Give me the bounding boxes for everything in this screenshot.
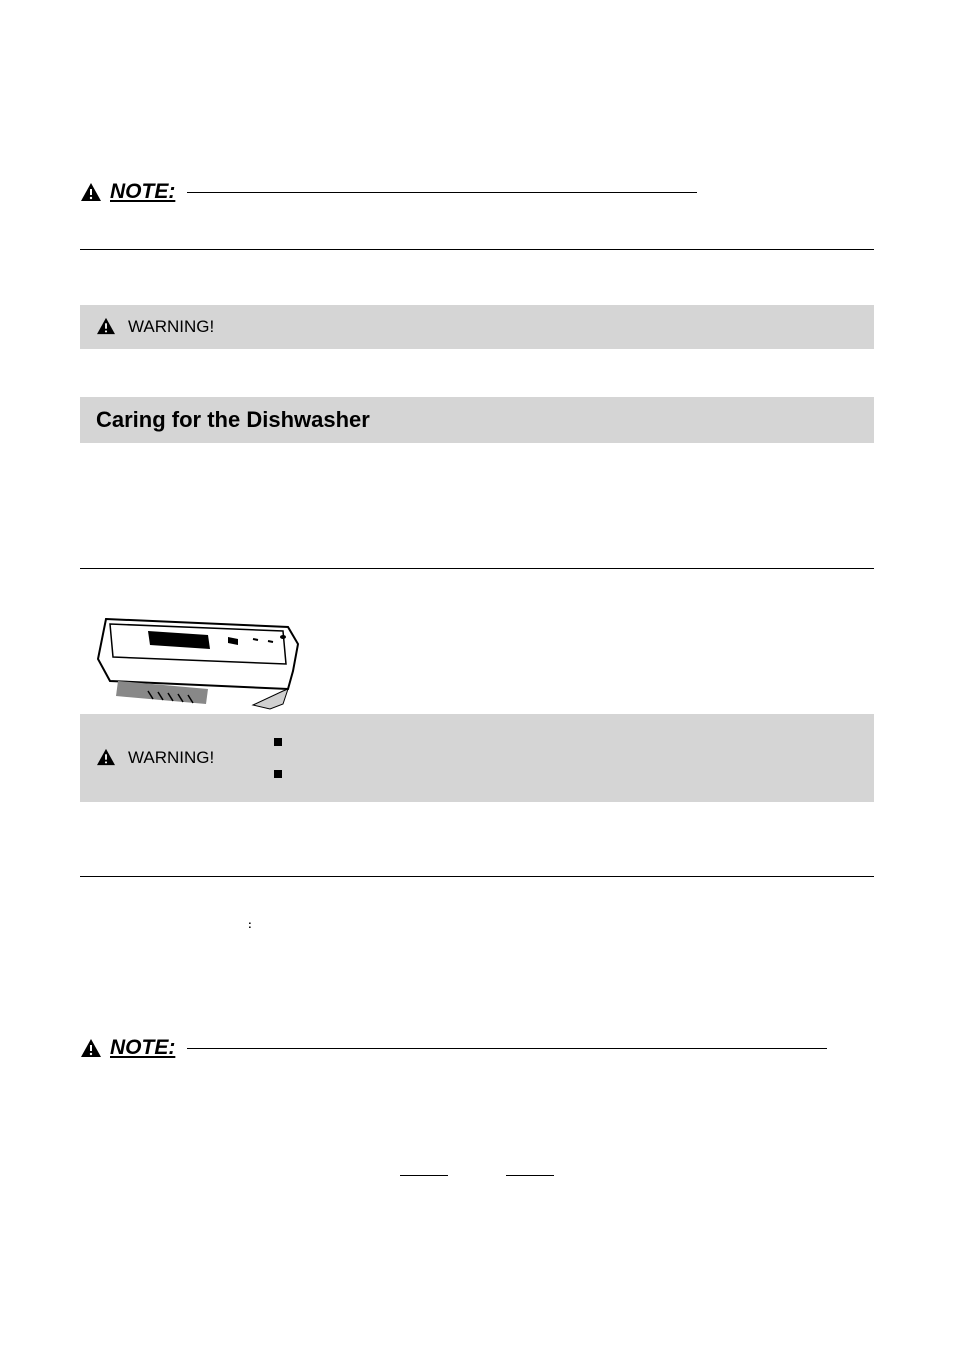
section-title-bar: Caring for the Dishwasher bbox=[80, 397, 874, 443]
divider-3 bbox=[80, 876, 874, 877]
note-underline-1 bbox=[187, 192, 697, 193]
note-label-1: NOTE: bbox=[110, 180, 175, 204]
bullet-icon bbox=[274, 770, 282, 778]
bottom-dash-1 bbox=[400, 1175, 448, 1176]
note-label-2: NOTE: bbox=[110, 1036, 175, 1060]
warning-box-2: WARNING! bbox=[80, 714, 874, 802]
divider-1 bbox=[80, 249, 874, 250]
bottom-dash-2 bbox=[506, 1175, 554, 1176]
warning-icon bbox=[96, 317, 118, 337]
warning-text-2: WARNING! bbox=[128, 748, 214, 768]
bullet-item-1 bbox=[274, 738, 282, 746]
divider-2 bbox=[80, 568, 874, 569]
note-block-1: NOTE: bbox=[80, 180, 874, 204]
note-block-2: NOTE: bbox=[80, 1036, 874, 1060]
warning-icon bbox=[80, 1038, 102, 1058]
warning-icon bbox=[96, 748, 118, 768]
note-underline-2 bbox=[187, 1048, 827, 1049]
warning-icon bbox=[80, 182, 102, 202]
bullet-item-2 bbox=[274, 770, 282, 778]
warning-text-1: WARNING! bbox=[128, 317, 214, 337]
bullet-list bbox=[274, 738, 282, 778]
warning-left: WARNING! bbox=[96, 748, 214, 768]
warning-bar-1: WARNING! bbox=[80, 305, 874, 349]
section-title: Caring for the Dishwasher bbox=[96, 407, 370, 432]
bottom-marks bbox=[400, 1175, 874, 1176]
bullet-icon bbox=[274, 738, 282, 746]
image-and-warning-section: WARNING! bbox=[80, 609, 874, 802]
dishwasher-illustration bbox=[88, 609, 318, 714]
colon-mark: : bbox=[248, 919, 874, 931]
